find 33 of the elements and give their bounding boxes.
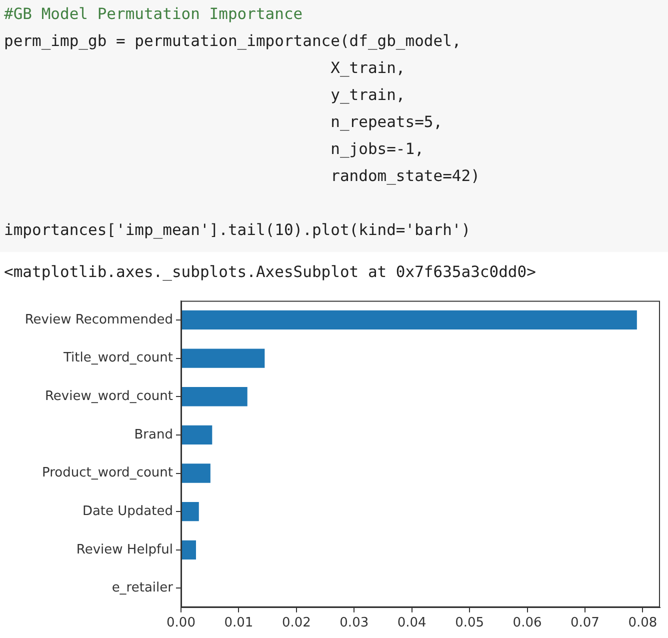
text: random_state=42): [330, 166, 481, 187]
x-tick-label: 0.07: [570, 616, 600, 631]
y-tick-label: Title_word_count: [62, 350, 173, 366]
text: y_train,: [330, 85, 406, 106]
bar: [182, 425, 212, 445]
y-tick-label: Product_word_count: [42, 466, 173, 481]
y-tick-label: Review Helpful: [76, 542, 173, 558]
bar: [182, 540, 196, 560]
text: <matplotlib.axes._subplots.AxesSubplot at 0x7f635a3c0dd0>: [4, 263, 536, 281]
x-tick-label: 0.05: [455, 616, 484, 631]
text: n_jobs=-1,: [330, 139, 425, 160]
bar: [182, 348, 265, 368]
text: #GB Model Permutation Importance: [4, 4, 304, 25]
bar: [182, 502, 199, 522]
y-tick-label: Review Recommended: [24, 312, 173, 328]
x-tick-label: 0.03: [340, 616, 369, 631]
text: importances['imp_mean'].tail(10).plot(kind='barh'): [4, 220, 472, 241]
y-tick-label: Date Updated: [82, 504, 173, 519]
text: n_repeats=5,: [330, 112, 444, 133]
y-tick-label: Review_word_count: [44, 388, 173, 404]
y-tick-label: e_retailer: [112, 580, 174, 596]
x-tick-label: 0.06: [512, 616, 542, 631]
bar: [182, 464, 210, 483]
bar: [182, 310, 637, 330]
x-tick-label: 0.04: [397, 616, 426, 631]
y-tick-label: Brand: [134, 427, 173, 442]
text: X_train,: [330, 58, 406, 79]
x-tick-label: 0.02: [282, 616, 311, 631]
x-tick-label: 0.08: [628, 616, 658, 631]
text: perm_imp_gb = permutation_importance(df_gb_model,: [4, 31, 462, 52]
x-tick-label: 0.01: [224, 616, 254, 631]
bar: [182, 387, 248, 406]
x-tick-label: 0.00: [166, 616, 196, 631]
